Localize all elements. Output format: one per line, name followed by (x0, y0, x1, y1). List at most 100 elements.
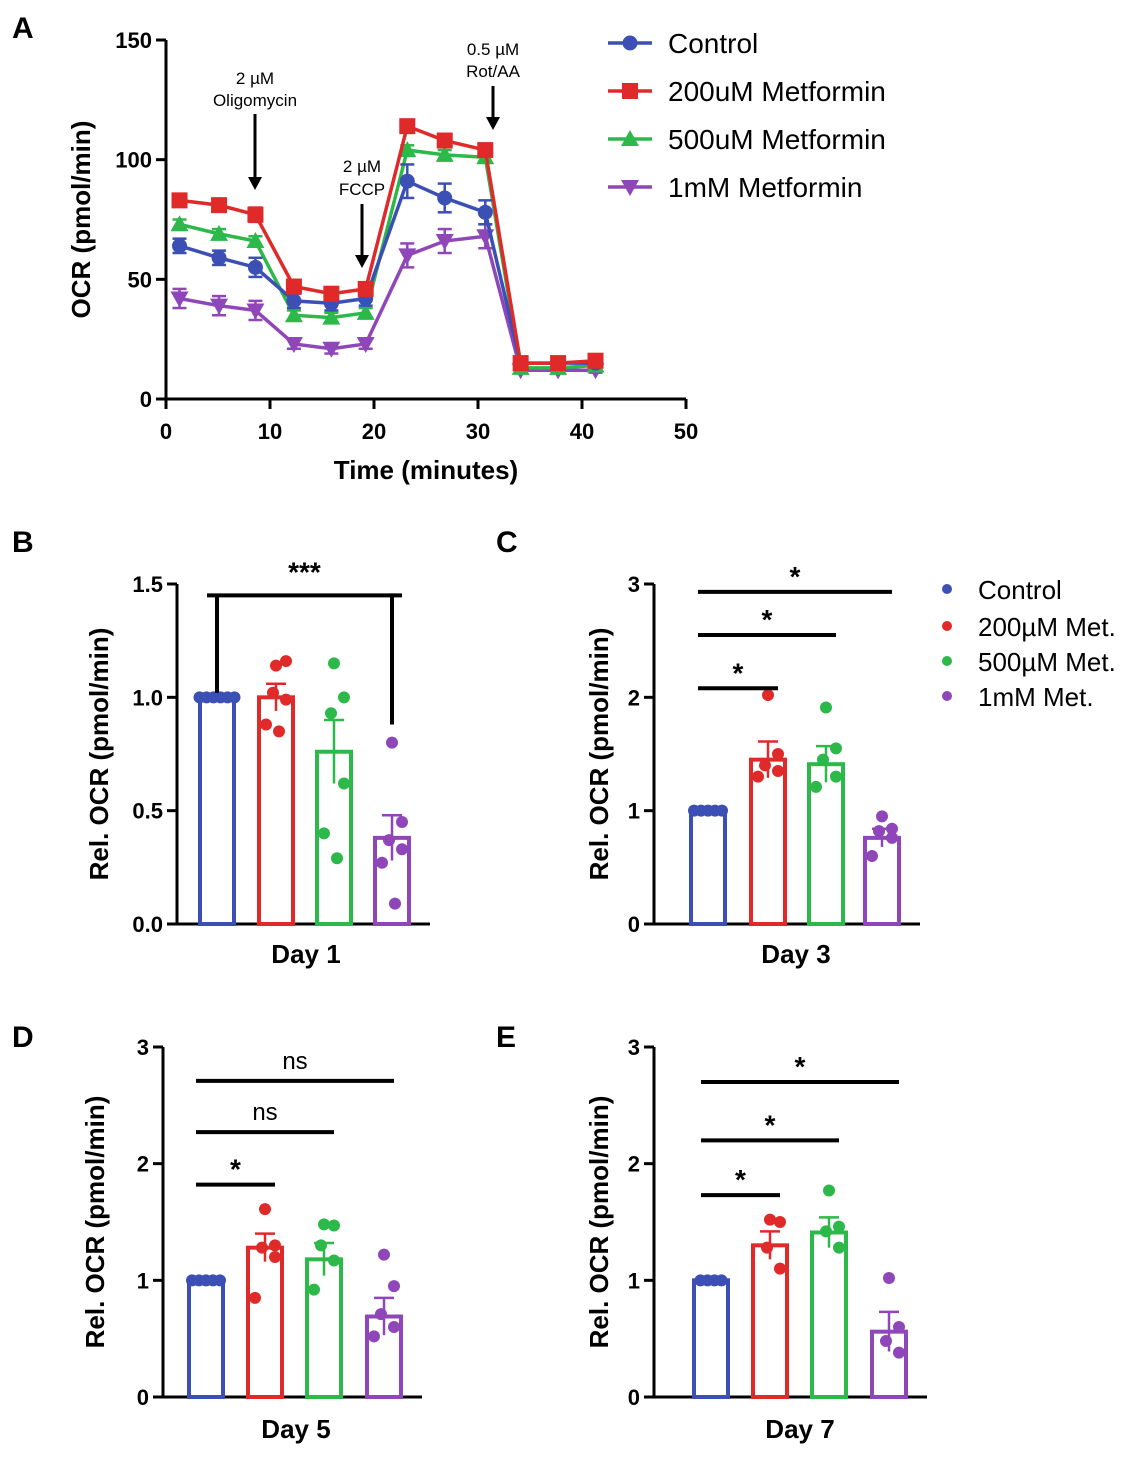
arrow-head (486, 117, 500, 130)
data-point (752, 770, 764, 783)
data-point (270, 659, 282, 672)
data-point-marker (356, 303, 375, 320)
significance-label: * (230, 1154, 241, 1185)
data-point (315, 1239, 327, 1252)
data-point-marker (211, 250, 227, 266)
significance-bracket: * (701, 1051, 899, 1084)
data-point (368, 1330, 380, 1343)
significance-bracket: * (701, 1164, 780, 1198)
bar (187, 1278, 225, 1400)
panel-c: 0 1 2 3 Day 3 Rel. OCR (pmol/min) * * * (584, 561, 920, 969)
panel-letter-e: E (496, 1021, 516, 1054)
data-point (880, 1335, 892, 1347)
panel-letter-c: C (496, 526, 518, 559)
data-point (260, 718, 272, 731)
bar-group-1mm-met- (863, 810, 901, 926)
arrow-head (248, 177, 262, 190)
significance-label: * (790, 561, 801, 592)
bar-group-500-m-met- (305, 1218, 343, 1400)
bar-group-500-m-met- (807, 701, 845, 927)
significance-bracket: * (698, 604, 836, 637)
data-point (269, 1239, 281, 1252)
data-point (378, 1248, 390, 1261)
data-point (823, 1184, 835, 1197)
x-tick-label: 40 (570, 419, 594, 444)
data-point-marker (437, 190, 453, 206)
data-point (396, 816, 408, 828)
annotation-arrow-2: 0.5 µM Rot/AA (466, 40, 521, 130)
y-tick-label: 1.0 (132, 685, 163, 710)
data-point-marker (587, 352, 604, 369)
data-point (820, 701, 832, 714)
data-point (774, 1262, 786, 1275)
data-point (761, 1241, 773, 1254)
y-tick-label: 0 (628, 912, 640, 937)
bar (810, 1230, 848, 1399)
significance-bracket: ns (196, 1099, 334, 1135)
bar-group-control (193, 691, 241, 926)
legend-label: 500uM Metformin (668, 124, 886, 155)
data-point (759, 759, 771, 772)
data-point-marker (285, 278, 302, 295)
bar (246, 1245, 284, 1399)
data-point (876, 810, 888, 823)
legend-item: 1mM Met. (942, 682, 1094, 712)
bar-group-500-m-met- (810, 1184, 848, 1399)
data-point (214, 1274, 226, 1287)
data-point-marker (322, 308, 341, 325)
bar-group-1mm-met- (373, 736, 411, 926)
bar-group-200-m-met- (246, 1203, 284, 1399)
bar (305, 1257, 343, 1400)
bar-group-1mm-met- (365, 1248, 403, 1399)
data-point (249, 1291, 261, 1304)
significance-bracket: * (698, 657, 778, 691)
y-tick-label: 50 (128, 267, 152, 292)
data-point-marker (550, 355, 567, 372)
data-point (376, 856, 388, 869)
x-axis-title: Time (minutes) (334, 455, 518, 485)
data-point-marker (399, 173, 415, 189)
data-point-marker (246, 232, 265, 249)
data-point-marker (512, 355, 529, 372)
data-point (866, 850, 878, 862)
x-tick-label: 20 (362, 419, 386, 444)
data-point (715, 1274, 728, 1287)
significance-label: * (762, 604, 773, 635)
data-point (388, 1321, 400, 1333)
data-point (764, 1213, 776, 1226)
data-point (318, 1218, 330, 1231)
bar-group-200-m-met- (751, 1213, 789, 1400)
x-tick-label: 10 (258, 419, 282, 444)
panel-a: 0 50 100 150 0 10 20 30 40 50 Time (minutes) OCR (p… (66, 28, 886, 485)
data-point (259, 1203, 271, 1216)
data-point (280, 693, 292, 706)
legend-item: 500µM Met. (942, 647, 1116, 677)
bar-group-control (186, 1274, 226, 1400)
data-point-marker (247, 259, 263, 275)
annotation-line-2: FCCP (339, 180, 385, 199)
data-point-marker (621, 130, 639, 146)
x-axis-title: Day 7 (765, 1414, 834, 1444)
x-tick-label: 0 (160, 419, 172, 444)
annotation-line-1: 2 µM (343, 157, 381, 176)
legend-label: 200uM Metformin (668, 76, 886, 107)
significance-bracket: * (701, 1109, 839, 1143)
data-point (389, 897, 401, 910)
legend-label: 1mM Metformin (668, 172, 862, 203)
data-point (228, 691, 241, 704)
y-tick-label: 3 (628, 572, 640, 597)
data-point-marker (246, 303, 265, 320)
data-point (338, 691, 350, 704)
y-tick-label: 150 (115, 28, 152, 53)
data-point-marker (399, 118, 416, 135)
series-200um-metformin (171, 118, 604, 372)
data-point-marker (284, 306, 303, 323)
legend-label: Control (668, 28, 758, 59)
data-point-marker (247, 206, 264, 223)
x-tick-label: 30 (466, 419, 490, 444)
data-point-marker (210, 298, 229, 315)
data-point-marker (622, 35, 638, 51)
annotation-arrow-1: 2 µM FCCP (339, 157, 385, 268)
data-point-marker (621, 180, 639, 196)
data-point (280, 655, 292, 668)
